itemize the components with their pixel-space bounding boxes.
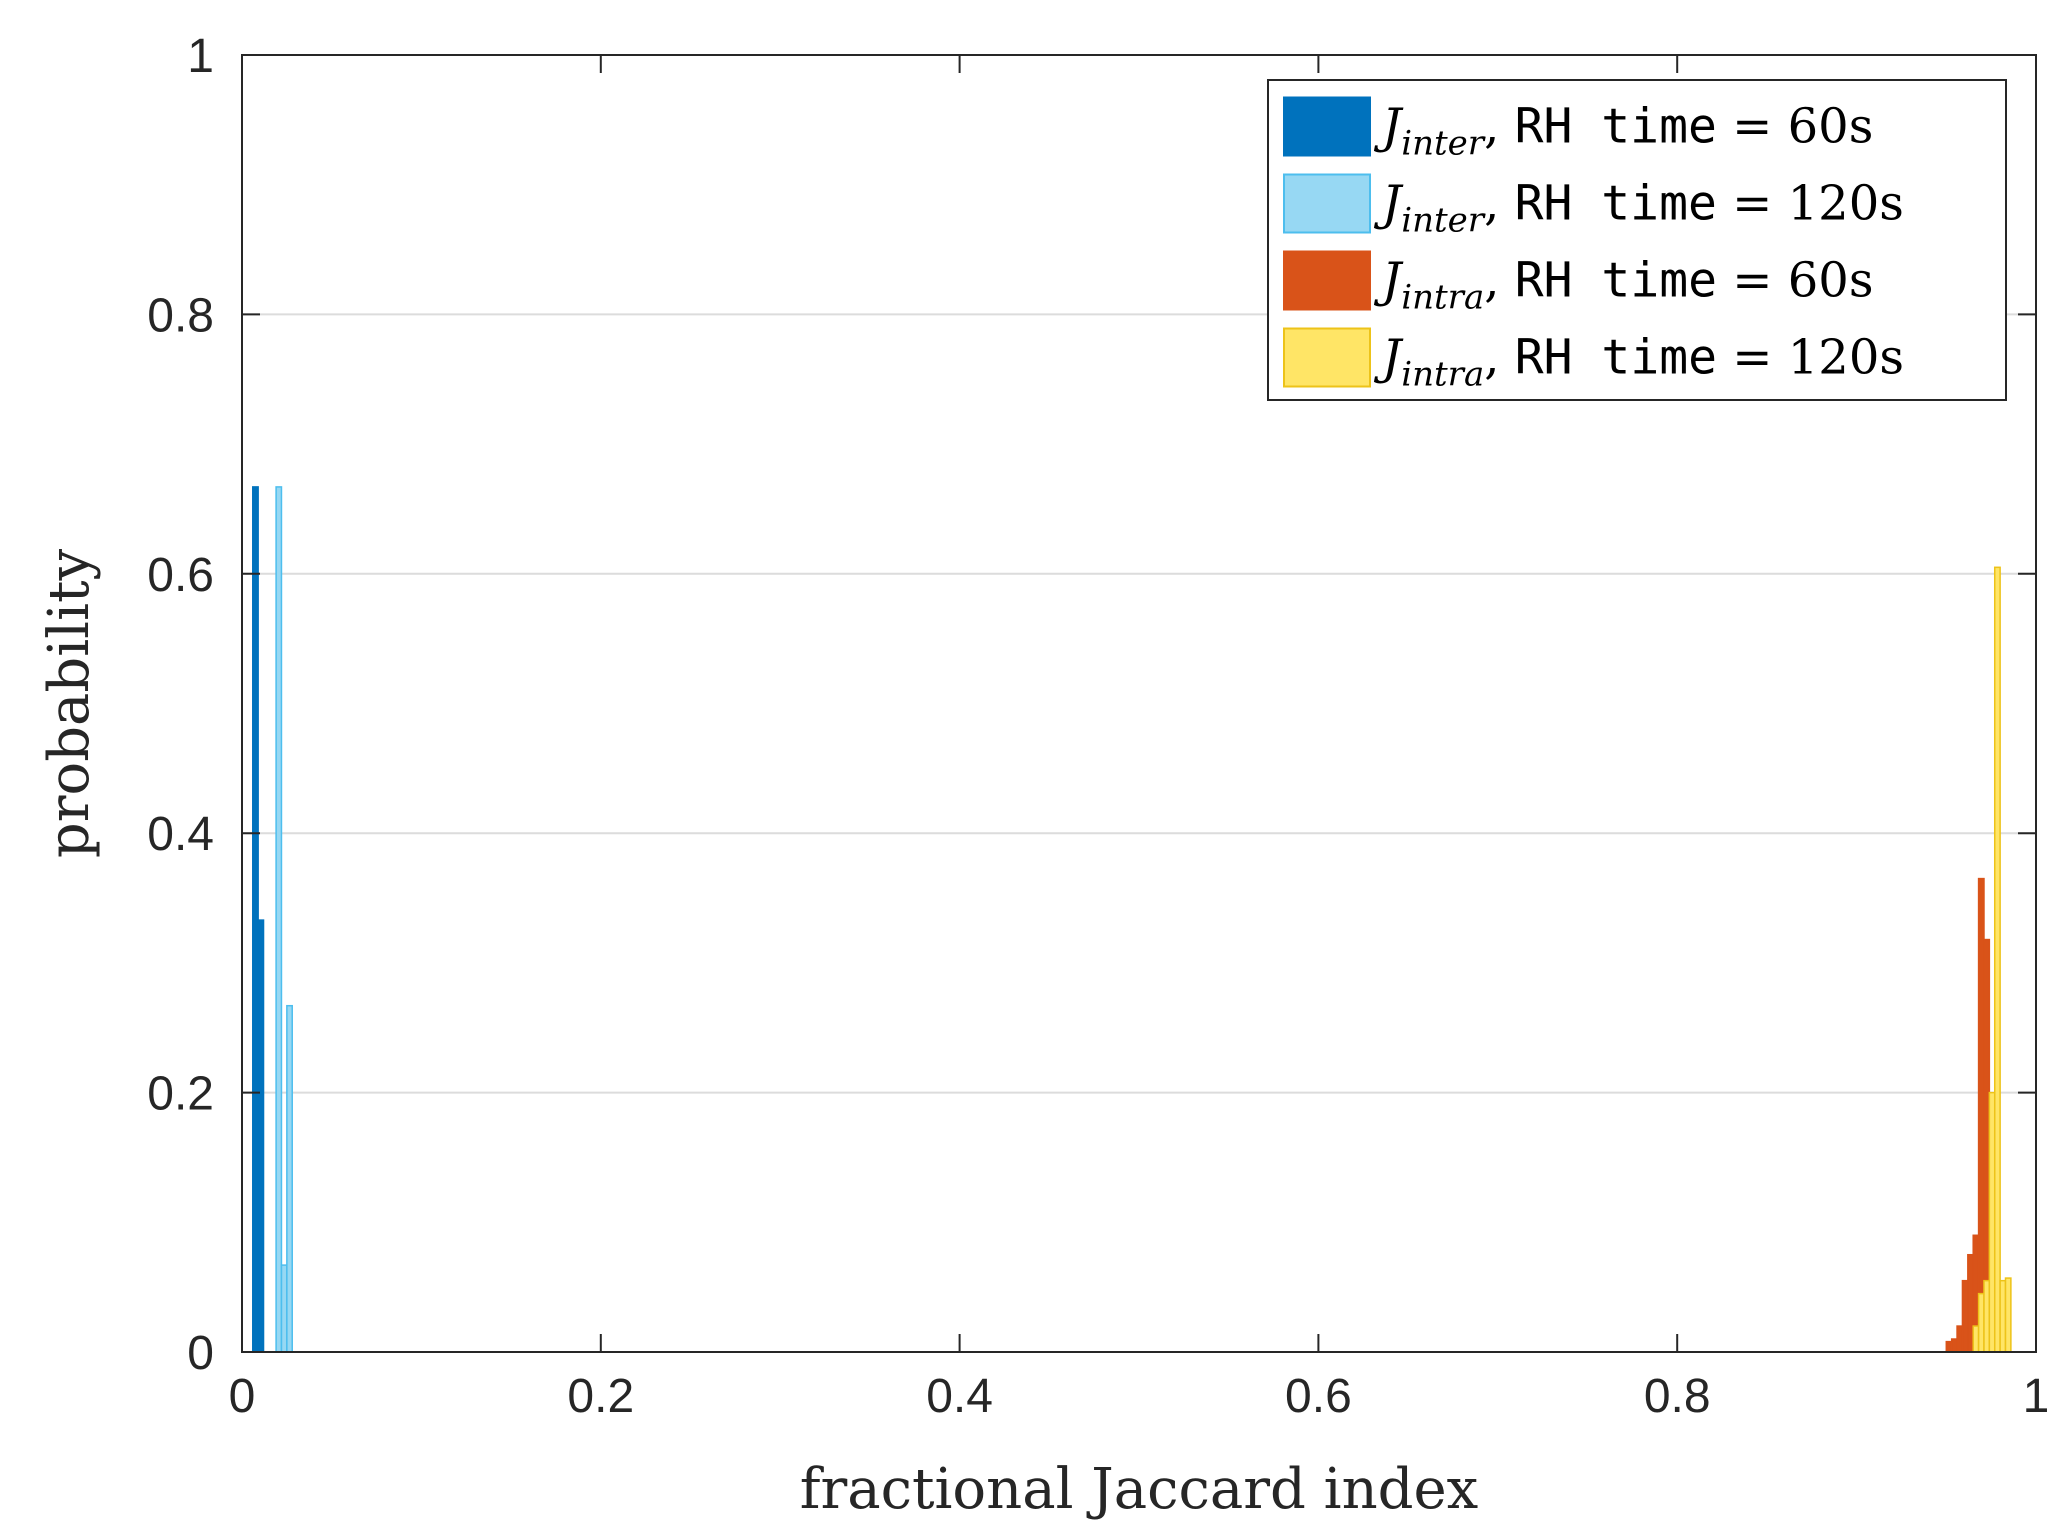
y-tick-label: 0 <box>187 1327 214 1380</box>
x-tick-label: 0.8 <box>1644 1370 1711 1423</box>
bar <box>1977 877 1985 1353</box>
axes <box>241 54 2037 1353</box>
bar <box>1988 1091 1996 1353</box>
x-tick-label: 0.2 <box>567 1370 634 1423</box>
y-tick-label: 0.6 <box>147 549 214 602</box>
axes-box <box>241 54 2037 1353</box>
legend-label: Jinter, RH time = 120s <box>1373 176 1904 241</box>
y-axis-title: probability <box>37 549 102 859</box>
legend-swatch <box>1283 250 1371 311</box>
bar <box>280 1264 288 1353</box>
legend: Jinter, RH time = 60s Jinter, RH time = 1… <box>1267 79 2007 401</box>
bar <box>1956 1325 1964 1353</box>
bar <box>1977 1292 1985 1353</box>
legend-label: Jinter, RH time = 60s <box>1373 99 1873 164</box>
bar <box>1999 1279 2007 1353</box>
bar <box>286 1004 293 1353</box>
bar <box>275 486 283 1353</box>
legend-label: Jintra, RH time = 120s <box>1373 330 1904 395</box>
bar <box>1945 1340 1953 1353</box>
series-3 <box>1945 877 2001 1353</box>
bar <box>257 919 265 1353</box>
bar <box>1993 566 2001 1353</box>
legend-box <box>1267 79 2007 401</box>
tick-labels: 0 0.2 0.4 0.6 0.8 1 0 0.2 0.4 0.6 0.8 1 <box>147 30 2049 1423</box>
bar <box>252 486 259 1353</box>
legend-swatch <box>1283 173 1371 234</box>
bar <box>1950 1338 1958 1353</box>
y-tick-label: 0.4 <box>147 808 214 861</box>
legend-label: Jintra, RH time = 60s <box>1373 253 1873 318</box>
y-tick-label: 0.8 <box>147 289 214 342</box>
y-tick-label: 1 <box>187 30 214 83</box>
legend-swatch <box>1283 327 1371 388</box>
bar <box>2004 1277 2012 1353</box>
bar <box>1983 1279 1991 1353</box>
x-tick-label: 0 <box>229 1370 256 1423</box>
x-tick-label: 0.6 <box>1285 1370 1352 1423</box>
legend-swatch <box>1283 96 1371 157</box>
bar <box>1972 1325 1980 1353</box>
x-tick-label: 0.4 <box>926 1370 993 1423</box>
x-tick-label: 1 <box>2023 1370 2050 1423</box>
y-tick-label: 0.2 <box>147 1068 214 1121</box>
bar <box>1967 1253 1974 1353</box>
x-axis-title: fractional Jaccard index <box>800 1457 1478 1522</box>
bars <box>252 486 2012 1353</box>
bar <box>1961 1279 1969 1353</box>
